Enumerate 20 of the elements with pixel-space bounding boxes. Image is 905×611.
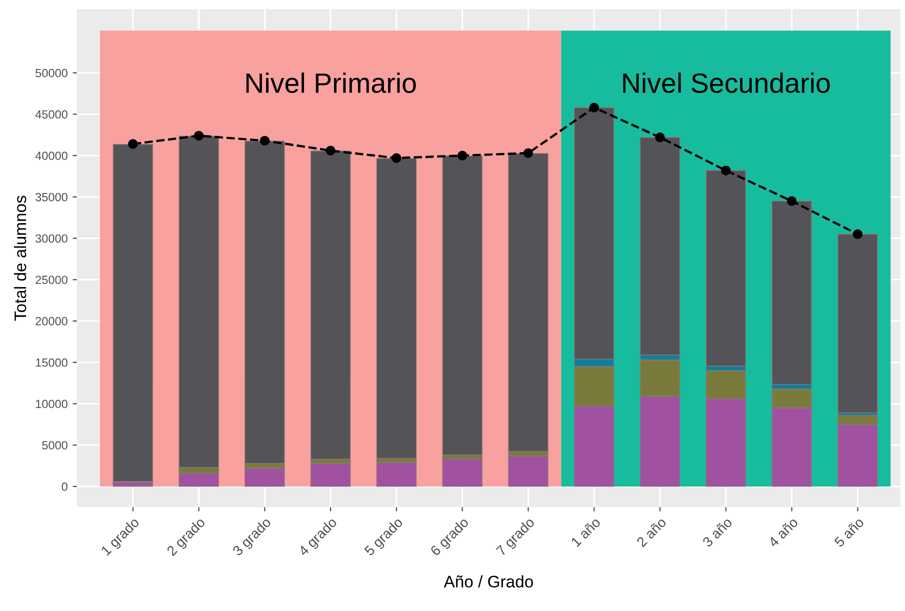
y-axis-title: Total de alumnos [14,196,26,321]
y-tick-label: 40000 [35,152,68,160]
y-tick-label: 35000 [36,192,68,202]
y-tick-label: 10000 [36,400,68,408]
x-tick-label: 1 año [570,516,601,548]
y-tick-label: 5000 [42,441,68,450]
x-tick-label: 5 año [834,516,864,548]
x-axis-title: Año / Grado [444,575,533,588]
y-tick-label: 30000 [36,234,68,243]
x-tick-label: 3 año [702,516,733,548]
y-tick-label: 50000 [36,68,68,78]
x-tick-label: 4 año [767,516,799,548]
band-label: Nivel Secundario [623,72,830,93]
x-tick-label: 2 año [636,516,667,548]
y-tick-label: 20000 [36,317,68,326]
band-label: Nivel Primario [246,72,416,93]
y-tick-label: 0 [62,482,68,491]
y-tick-label: 25000 [36,276,68,284]
y-tick-label: 45000 [35,110,68,119]
y-tick-label: 15000 [36,358,68,367]
